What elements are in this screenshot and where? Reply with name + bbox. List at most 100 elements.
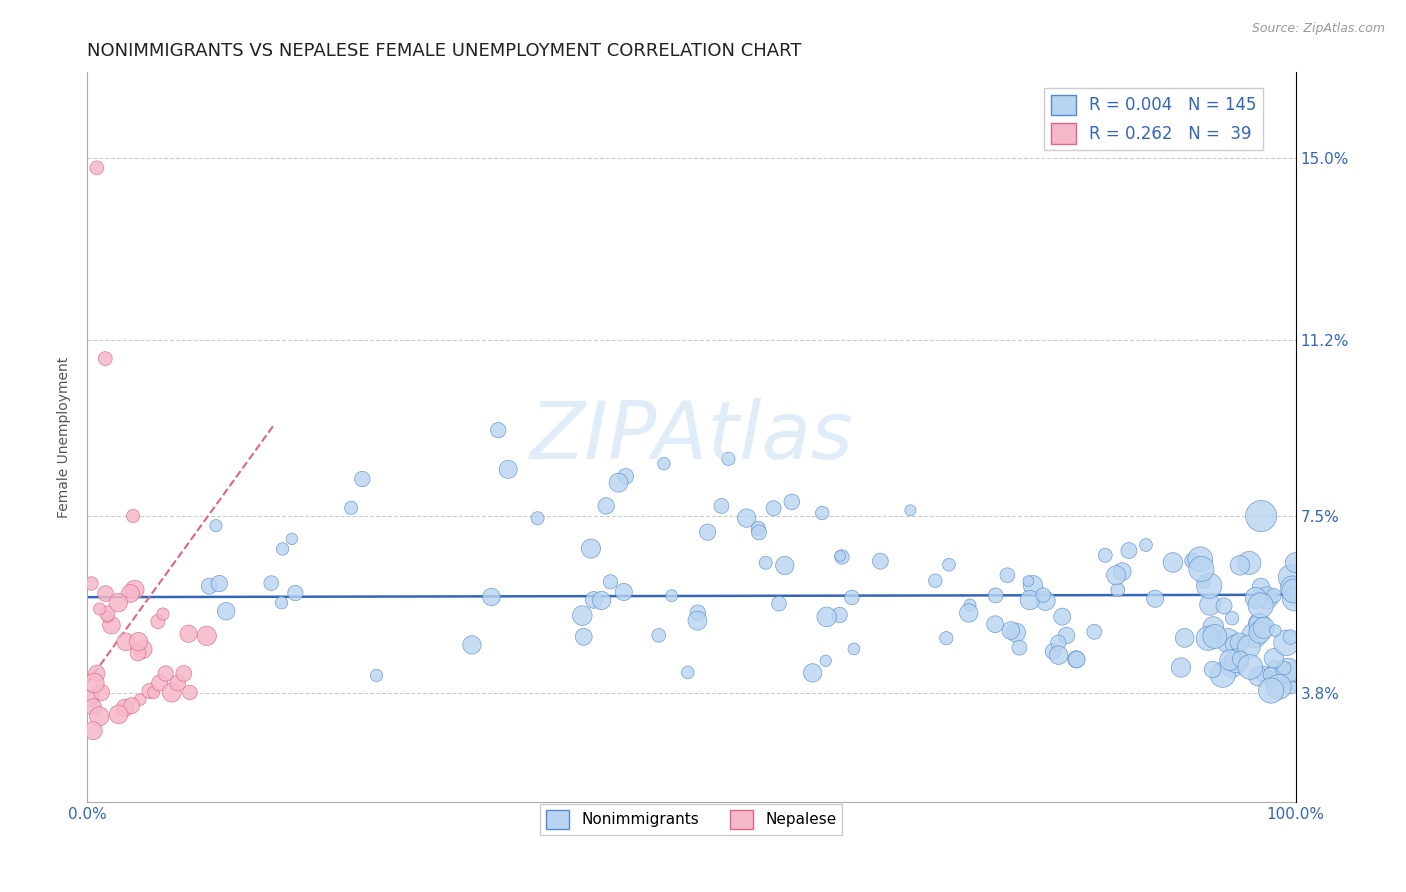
Point — [755, 556, 778, 570]
Point — [780, 495, 803, 509]
Point — [481, 590, 503, 604]
Point — [461, 638, 484, 652]
Point — [1064, 652, 1087, 666]
Point — [815, 610, 838, 624]
Point — [582, 593, 605, 607]
Point — [177, 627, 200, 641]
Point — [1220, 611, 1243, 625]
Point — [129, 692, 152, 706]
Point — [696, 525, 718, 540]
Point — [1199, 598, 1222, 612]
Point — [1229, 652, 1251, 666]
Point — [717, 451, 740, 466]
Point — [1263, 659, 1285, 673]
Point — [1250, 509, 1272, 524]
Point — [801, 665, 824, 680]
Point — [828, 607, 851, 622]
Point — [90, 685, 112, 699]
Point — [773, 558, 796, 573]
Point — [841, 591, 863, 605]
Point — [1226, 654, 1249, 668]
Point — [107, 596, 129, 610]
Point — [89, 602, 111, 616]
Point — [121, 698, 143, 713]
Point — [1197, 632, 1219, 646]
Point — [114, 701, 136, 715]
Point — [1239, 556, 1261, 570]
Point — [97, 610, 120, 624]
Point — [599, 574, 621, 589]
Point — [614, 469, 637, 483]
Point — [208, 576, 231, 591]
Point — [1284, 591, 1306, 606]
Point — [1263, 651, 1285, 665]
Point — [1094, 549, 1116, 563]
Point — [1220, 659, 1243, 673]
Point — [607, 475, 630, 490]
Point — [924, 574, 946, 588]
Point — [1281, 581, 1303, 595]
Point — [652, 457, 675, 471]
Point — [284, 586, 307, 600]
Point — [138, 684, 160, 698]
Point — [898, 503, 921, 517]
Point — [1216, 633, 1239, 648]
Point — [1247, 669, 1270, 683]
Point — [1279, 570, 1302, 584]
Point — [579, 541, 602, 556]
Legend: Nonimmigrants, Nepalese: Nonimmigrants, Nepalese — [540, 804, 842, 835]
Point — [486, 423, 509, 437]
Point — [1281, 665, 1303, 679]
Text: NONIMMIGRANTS VS NEPALESE FEMALE UNEMPLOYMENT CORRELATION CHART: NONIMMIGRANTS VS NEPALESE FEMALE UNEMPLO… — [87, 42, 801, 60]
Point — [260, 576, 283, 591]
Point — [1250, 580, 1272, 594]
Text: Source: ZipAtlas.com: Source: ZipAtlas.com — [1251, 22, 1385, 36]
Point — [1204, 630, 1226, 644]
Point — [1253, 621, 1275, 635]
Point — [984, 617, 1007, 632]
Point — [340, 500, 363, 515]
Point — [661, 589, 683, 603]
Point — [100, 618, 122, 632]
Point — [1056, 628, 1078, 642]
Point — [146, 615, 169, 629]
Point — [1005, 625, 1028, 640]
Point — [107, 707, 129, 722]
Point — [842, 641, 865, 656]
Point — [82, 723, 104, 738]
Point — [1161, 556, 1184, 570]
Point — [94, 586, 117, 600]
Point — [1272, 661, 1295, 675]
Point — [762, 501, 785, 516]
Point — [1229, 558, 1251, 573]
Point — [869, 554, 891, 568]
Point — [86, 161, 108, 175]
Point — [1264, 624, 1286, 638]
Point — [82, 699, 104, 714]
Point — [1118, 543, 1140, 558]
Point — [1260, 673, 1282, 688]
Point — [271, 541, 294, 556]
Point — [366, 668, 388, 682]
Point — [1047, 648, 1070, 662]
Point — [1022, 578, 1045, 592]
Point — [686, 606, 709, 620]
Point — [127, 634, 149, 648]
Point — [526, 511, 548, 525]
Point — [1260, 668, 1282, 682]
Point — [1260, 683, 1282, 698]
Point — [127, 646, 149, 660]
Point — [748, 525, 770, 540]
Point — [1111, 565, 1133, 579]
Point — [122, 509, 145, 524]
Point — [710, 499, 733, 513]
Point — [811, 506, 834, 520]
Point — [1066, 652, 1088, 666]
Point — [984, 588, 1007, 602]
Point — [1282, 584, 1305, 599]
Point — [1008, 640, 1031, 655]
Point — [1243, 628, 1265, 642]
Point — [1201, 663, 1223, 677]
Point — [1017, 574, 1039, 588]
Point — [1144, 591, 1167, 606]
